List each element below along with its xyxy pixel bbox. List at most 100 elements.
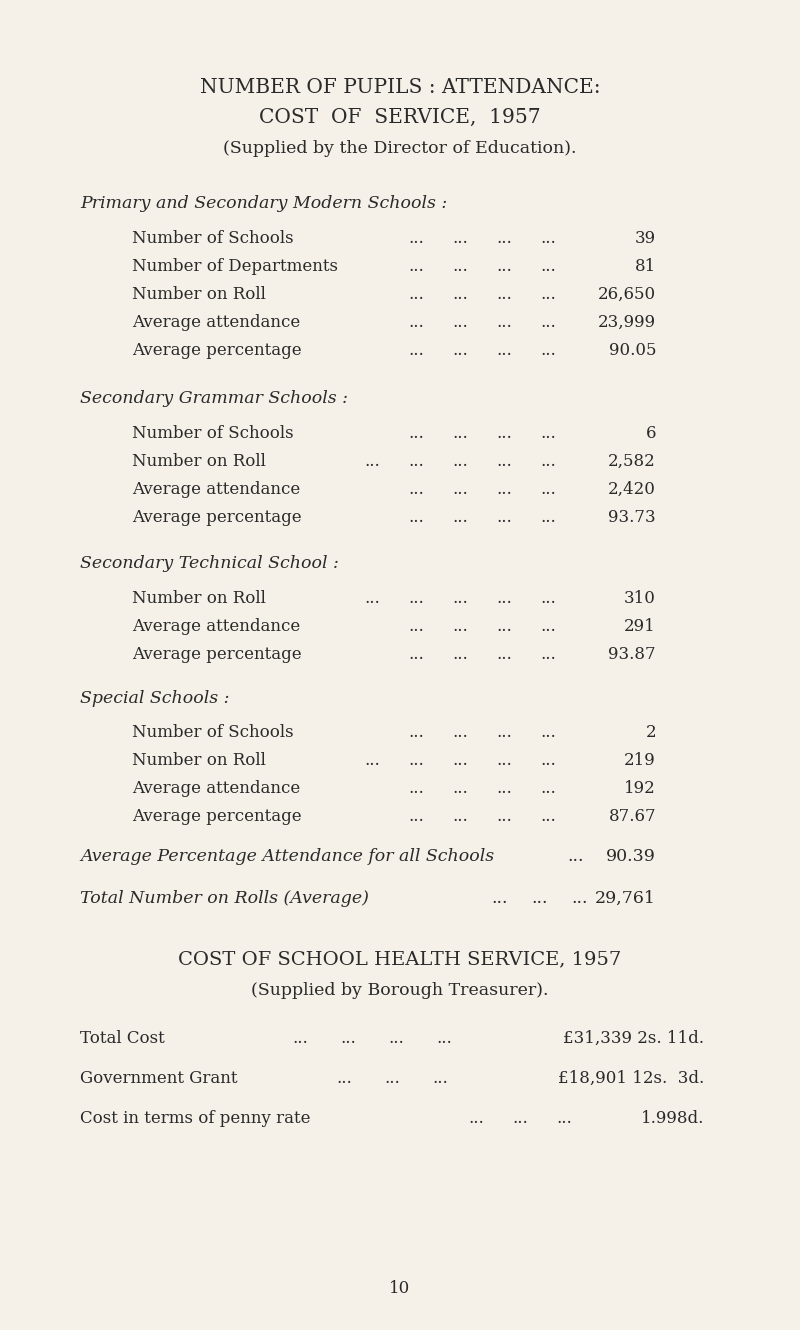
Text: ...: ...	[540, 481, 556, 497]
Text: 39: 39	[635, 230, 656, 247]
Text: 93.73: 93.73	[608, 509, 656, 525]
Text: ...: ...	[532, 890, 548, 907]
Text: Average attendance: Average attendance	[132, 314, 300, 331]
Text: ...: ...	[452, 342, 468, 359]
Text: 10: 10	[390, 1279, 410, 1297]
Text: COST  OF  SERVICE,  1957: COST OF SERVICE, 1957	[259, 108, 541, 126]
Text: ...: ...	[540, 258, 556, 275]
Text: ...: ...	[496, 618, 512, 634]
Text: Average percentage: Average percentage	[132, 646, 302, 662]
Text: (Supplied by Borough Treasurer).: (Supplied by Borough Treasurer).	[251, 982, 549, 999]
Text: ...: ...	[364, 591, 380, 606]
Text: ...: ...	[540, 751, 556, 769]
Text: ...: ...	[408, 286, 424, 303]
Text: Average percentage: Average percentage	[132, 342, 302, 359]
Text: Number of Schools: Number of Schools	[132, 230, 294, 247]
Text: ...: ...	[408, 646, 424, 662]
Text: 192: 192	[624, 779, 656, 797]
Text: ...: ...	[496, 481, 512, 497]
Text: Total Number on Rolls (Average): Total Number on Rolls (Average)	[80, 890, 369, 907]
Text: ...: ...	[496, 646, 512, 662]
Text: ...: ...	[496, 591, 512, 606]
Text: (Supplied by the Director of Education).: (Supplied by the Director of Education).	[223, 140, 577, 157]
Text: ...: ...	[452, 454, 468, 469]
Text: ...: ...	[452, 809, 468, 825]
Text: ...: ...	[384, 1071, 400, 1087]
Text: ...: ...	[452, 258, 468, 275]
Text: Number of Schools: Number of Schools	[132, 724, 294, 741]
Text: ...: ...	[452, 779, 468, 797]
Text: ...: ...	[540, 426, 556, 442]
Text: 29,761: 29,761	[595, 890, 656, 907]
Text: Total Cost: Total Cost	[80, 1029, 165, 1047]
Text: ...: ...	[540, 724, 556, 741]
Text: 90.39: 90.39	[606, 849, 656, 864]
Text: ...: ...	[408, 751, 424, 769]
Text: 81: 81	[634, 258, 656, 275]
Text: ...: ...	[408, 509, 424, 525]
Text: Average Percentage Attendance for all Schools: Average Percentage Attendance for all Sc…	[80, 849, 494, 864]
Text: ...: ...	[452, 230, 468, 247]
Text: ...: ...	[540, 618, 556, 634]
Text: ...: ...	[496, 342, 512, 359]
Text: 1.998d.: 1.998d.	[641, 1111, 704, 1127]
Text: 26,650: 26,650	[598, 286, 656, 303]
Text: ...: ...	[452, 426, 468, 442]
Text: 291: 291	[624, 618, 656, 634]
Text: Average attendance: Average attendance	[132, 618, 300, 634]
Text: ...: ...	[408, 481, 424, 497]
Text: ...: ...	[496, 230, 512, 247]
Text: ...: ...	[408, 618, 424, 634]
Text: ...: ...	[408, 258, 424, 275]
Text: ...: ...	[452, 646, 468, 662]
Text: ...: ...	[540, 509, 556, 525]
Text: Number of Departments: Number of Departments	[132, 258, 338, 275]
Text: ...: ...	[496, 426, 512, 442]
Text: ...: ...	[388, 1029, 404, 1047]
Text: ...: ...	[540, 809, 556, 825]
Text: Special Schools :: Special Schools :	[80, 690, 230, 708]
Text: ...: ...	[340, 1029, 356, 1047]
Text: ...: ...	[336, 1071, 352, 1087]
Text: 6: 6	[646, 426, 656, 442]
Text: 90.05: 90.05	[609, 342, 656, 359]
Text: ...: ...	[292, 1029, 308, 1047]
Text: COST OF SCHOOL HEALTH SERVICE, 1957: COST OF SCHOOL HEALTH SERVICE, 1957	[178, 950, 622, 968]
Text: Average percentage: Average percentage	[132, 809, 302, 825]
Text: Number on Roll: Number on Roll	[132, 454, 266, 469]
Text: 2,582: 2,582	[608, 454, 656, 469]
Text: £18,901 12s.  3d.: £18,901 12s. 3d.	[558, 1071, 704, 1087]
Text: ...: ...	[408, 724, 424, 741]
Text: 310: 310	[624, 591, 656, 606]
Text: Cost in terms of penny rate: Cost in terms of penny rate	[80, 1111, 310, 1127]
Text: ...: ...	[408, 342, 424, 359]
Text: ...: ...	[496, 258, 512, 275]
Text: ...: ...	[408, 230, 424, 247]
Text: ...: ...	[496, 454, 512, 469]
Text: Number on Roll: Number on Roll	[132, 286, 266, 303]
Text: ...: ...	[364, 454, 380, 469]
Text: Number on Roll: Number on Roll	[132, 751, 266, 769]
Text: 23,999: 23,999	[598, 314, 656, 331]
Text: ...: ...	[572, 890, 588, 907]
Text: ...: ...	[452, 509, 468, 525]
Text: ...: ...	[540, 230, 556, 247]
Text: ...: ...	[496, 751, 512, 769]
Text: ...: ...	[408, 454, 424, 469]
Text: ...: ...	[364, 751, 380, 769]
Text: 219: 219	[624, 751, 656, 769]
Text: £31,339 2s. 11d.: £31,339 2s. 11d.	[563, 1029, 704, 1047]
Text: Average attendance: Average attendance	[132, 779, 300, 797]
Text: Number of Schools: Number of Schools	[132, 426, 294, 442]
Text: ...: ...	[496, 314, 512, 331]
Text: ...: ...	[540, 646, 556, 662]
Text: Number on Roll: Number on Roll	[132, 591, 266, 606]
Text: ...: ...	[556, 1111, 572, 1127]
Text: NUMBER OF PUPILS : ATTENDANCE:: NUMBER OF PUPILS : ATTENDANCE:	[200, 78, 600, 97]
Text: ...: ...	[540, 314, 556, 331]
Text: ...: ...	[540, 779, 556, 797]
Text: ...: ...	[496, 509, 512, 525]
Text: Average attendance: Average attendance	[132, 481, 300, 497]
Text: Secondary Technical School :: Secondary Technical School :	[80, 555, 339, 572]
Text: ...: ...	[408, 809, 424, 825]
